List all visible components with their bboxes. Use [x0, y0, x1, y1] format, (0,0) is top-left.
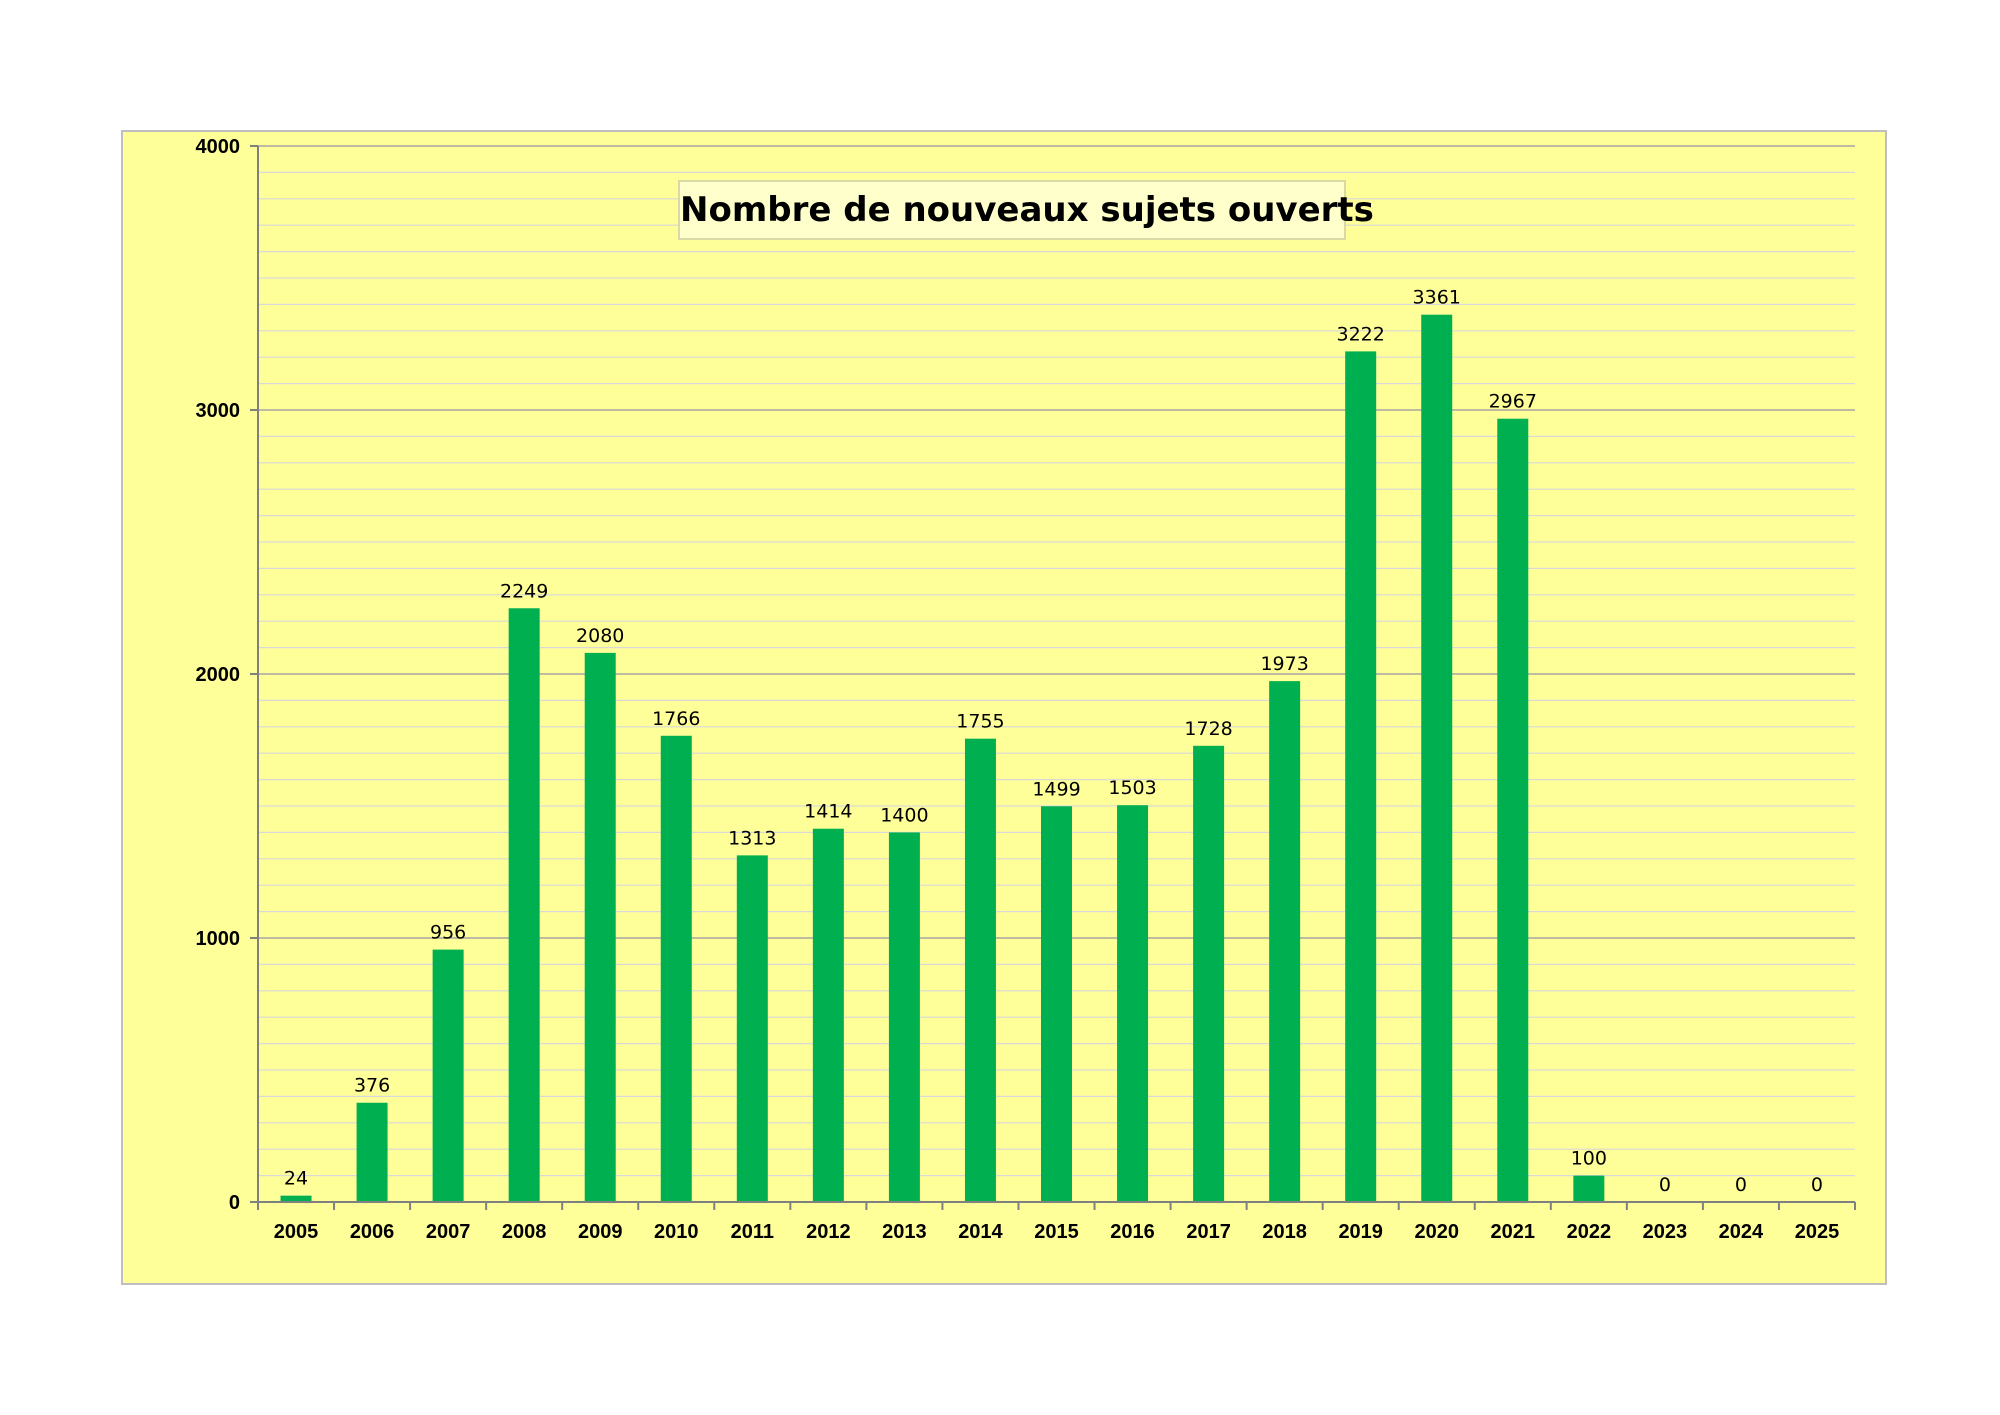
bar [1193, 745, 1225, 1202]
bar [1041, 806, 1072, 1202]
data-label: 1766 [652, 708, 700, 730]
x-tick-label: 2007 [426, 1221, 471, 1243]
bar [1497, 418, 1529, 1202]
labels: 24 376 956 2249 2080 1766 1313 1414 1400 1755 1499… [196, 136, 1840, 1243]
data-label: 376 [354, 1075, 390, 1097]
x-tick-label: 2017 [1186, 1221, 1231, 1243]
bar [660, 735, 692, 1202]
x-tick-label: 2025 [1795, 1221, 1840, 1243]
data-label: 1755 [956, 711, 1004, 733]
data-label: 100 [1571, 1148, 1607, 1170]
x-tick-label: 2010 [654, 1221, 699, 1243]
x-tick-label: 2015 [1034, 1221, 1079, 1243]
data-label: 3222 [1337, 323, 1385, 345]
data-label: 1400 [880, 804, 928, 826]
data-label: 1414 [804, 801, 852, 823]
x-tick-label: 2018 [1262, 1221, 1307, 1243]
data-label: 2249 [500, 580, 548, 602]
x-tick-label: 2019 [1338, 1221, 1383, 1243]
bar [736, 855, 768, 1202]
data-label: 1503 [1108, 777, 1156, 799]
x-tick-label: 2016 [1110, 1221, 1155, 1243]
bar [280, 1195, 312, 1202]
data-label: 2967 [1489, 391, 1537, 413]
data-label: 1973 [1260, 653, 1308, 675]
bar [888, 832, 920, 1202]
x-tick-label: 2021 [1491, 1221, 1536, 1243]
axes [250, 145, 1856, 1210]
y-tick-label: 3000 [196, 400, 241, 422]
x-tick-label: 2009 [578, 1221, 623, 1243]
bar [1269, 681, 1301, 1202]
data-label: 3361 [1413, 287, 1461, 309]
data-label: 0 [1735, 1174, 1747, 1196]
bar [1573, 1175, 1605, 1202]
bar [356, 1102, 388, 1202]
y-tick-label: 0 [229, 1192, 240, 1214]
x-tick-label: 2012 [806, 1221, 851, 1243]
x-tick-label: 2024 [1719, 1221, 1764, 1243]
x-tick-label: 2011 [731, 1221, 774, 1243]
bar [812, 828, 844, 1202]
x-tick-label: 2022 [1567, 1221, 1612, 1243]
y-tick-label: 1000 [196, 928, 241, 950]
x-tick-label: 2013 [882, 1221, 927, 1243]
x-tick-label: 2006 [350, 1221, 395, 1243]
x-tick-label: 2005 [274, 1221, 319, 1243]
bar [432, 949, 464, 1202]
x-tick-label: 2020 [1414, 1221, 1459, 1243]
data-label: 956 [430, 922, 466, 944]
bar [508, 608, 540, 1202]
data-label: 1728 [1184, 718, 1232, 740]
data-label: 2080 [576, 625, 624, 647]
y-tick-label: 2000 [196, 664, 241, 686]
data-label: 1499 [1032, 778, 1080, 800]
bar [1117, 805, 1149, 1202]
x-tick-label: 2008 [502, 1221, 547, 1243]
bar [584, 652, 616, 1202]
bar [964, 738, 996, 1202]
data-label: 24 [284, 1168, 308, 1190]
x-tick-label: 2023 [1643, 1221, 1688, 1243]
data-label: 0 [1811, 1174, 1823, 1196]
data-label: 1313 [728, 827, 776, 849]
data-label: 0 [1659, 1174, 1671, 1196]
y-tick-label: 4000 [196, 136, 241, 158]
x-tick-label: 2014 [958, 1221, 1003, 1243]
chart-title: Nombre de nouveaux sujets ouverts [678, 180, 1374, 240]
bar [1345, 351, 1377, 1203]
bar [1421, 314, 1453, 1202]
bars [280, 314, 1605, 1203]
chart-area [121, 130, 1887, 1285]
